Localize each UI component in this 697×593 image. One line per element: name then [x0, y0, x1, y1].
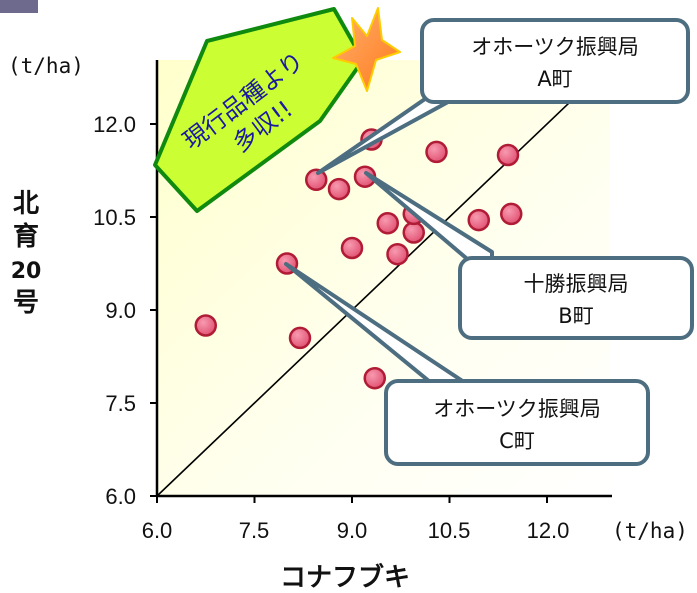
tick-marks [150, 123, 548, 503]
data-point [363, 366, 386, 390]
star-icon [332, 7, 401, 92]
y-tick-label: 10.5 [93, 205, 136, 230]
corner-decoration [0, 0, 38, 13]
callout-b-line2: B町 [558, 304, 593, 328]
callout-a: オホーツク振興局 A町 [420, 18, 690, 104]
data-point [386, 242, 409, 266]
y-tick-labels: 6.0 7.5 9.0 10.5 12.0 [93, 112, 136, 509]
callout-b: 十勝振興局 B町 [458, 256, 694, 340]
data-point [288, 326, 312, 350]
y-axis-title-char: 北 [13, 189, 39, 219]
y-axis-title-char: 号 [13, 288, 39, 318]
x-unit-label: (t/ha) [612, 519, 688, 543]
callout-c-line2: C町 [499, 429, 535, 453]
y-axis-title-char: 育 [13, 221, 39, 252]
data-point [305, 168, 328, 192]
y-tick-label: 6.0 [105, 484, 136, 509]
data-point [194, 314, 217, 337]
x-tick-label: 9.0 [337, 518, 368, 543]
y-tick-label: 12.0 [93, 112, 136, 137]
x-tick-label: 10.5 [428, 518, 471, 543]
callout-a-line1: オホーツク振興局 [471, 35, 639, 59]
x-tick-label: 12.0 [527, 518, 570, 543]
data-point [500, 202, 523, 226]
banner: 現行品種より 多収!! [153, 7, 365, 213]
callout-a-line2: A町 [537, 67, 572, 91]
data-point [327, 177, 351, 201]
y-tick-label: 9.0 [105, 298, 136, 323]
y-unit-label: (t/ha) [8, 54, 84, 78]
data-point [467, 208, 490, 232]
callout-c: オホーツク振興局 C町 [384, 379, 650, 466]
callout-b-line1: 十勝振興局 [524, 272, 629, 296]
data-point [376, 211, 399, 235]
callout-c-line1: オホーツク振興局 [433, 397, 601, 421]
x-tick-labels: 6.0 7.5 9.0 10.5 12.0 [142, 518, 570, 543]
data-point [496, 143, 520, 167]
x-axis-title: コナフブキ [280, 562, 410, 593]
x-tick-label: 6.0 [142, 518, 173, 543]
x-tick-label: 7.5 [239, 518, 270, 543]
y-axis-title-char: 20 [11, 259, 42, 284]
data-point [402, 221, 425, 244]
y-tick-label: 7.5 [105, 391, 136, 416]
data-point [425, 140, 448, 164]
data-point [340, 236, 364, 260]
